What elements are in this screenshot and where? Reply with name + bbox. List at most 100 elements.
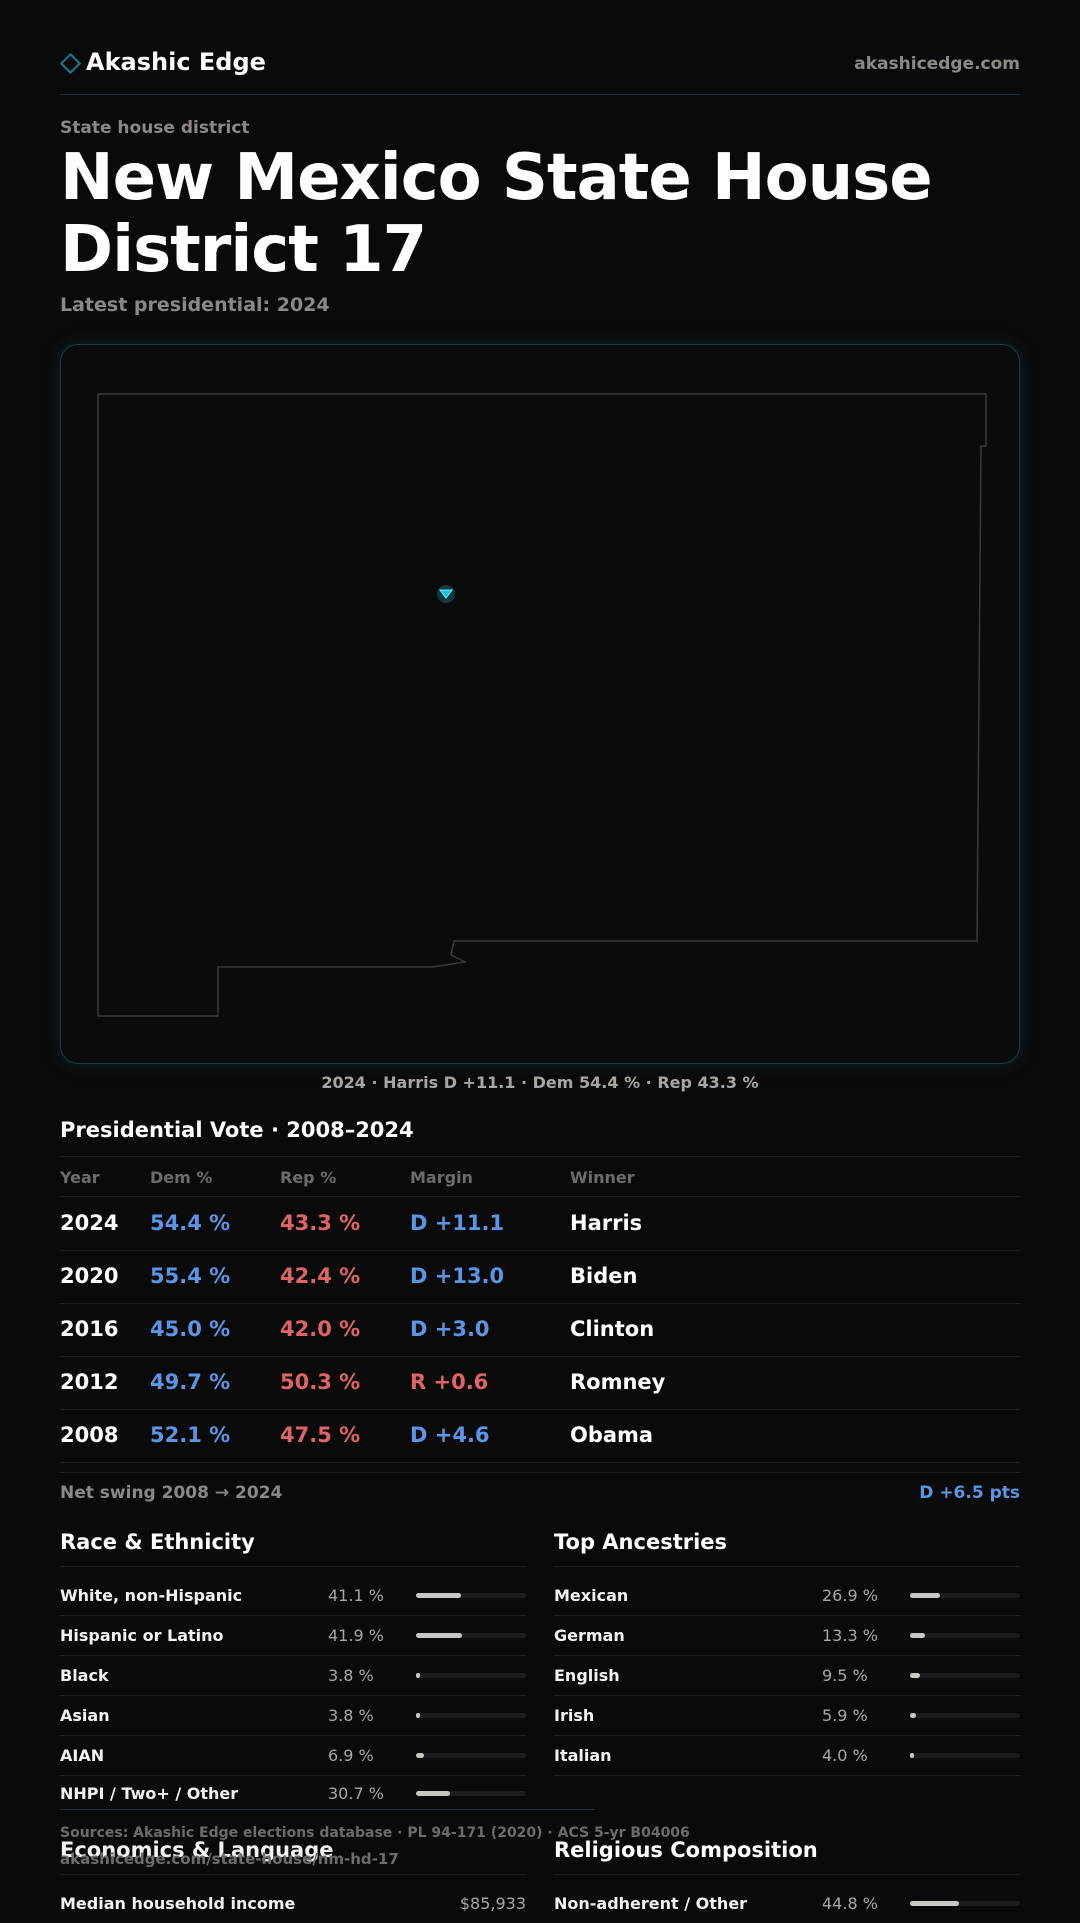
map-caption: 2024 · Harris D +11.1 · Dem 54.4 % · Rep… — [321, 1073, 759, 1092]
brand-name[interactable]: Akashic Edge — [86, 48, 266, 76]
row-rep: 50.3 % — [280, 1370, 361, 1394]
col-header-rep: Rep % — [280, 1168, 337, 1187]
race-label: Black — [60, 1666, 109, 1685]
ancestry-row: German 13.3 % — [554, 1616, 1020, 1656]
ancestry-label: Mexican — [554, 1586, 629, 1605]
race-bar-fill — [416, 1673, 421, 1678]
race-row: White, non-Hispanic 41.1 % — [60, 1576, 526, 1616]
race-label: Hispanic or Latino — [60, 1626, 224, 1645]
religion-pct: 44.8 % — [822, 1894, 878, 1913]
row-margin: R +0.6 — [410, 1370, 489, 1394]
divider — [60, 1874, 526, 1875]
divider — [554, 1566, 1020, 1567]
ancestry-pct: 4.0 % — [822, 1746, 868, 1765]
net-swing-label: Net swing 2008 → 2024 — [60, 1483, 283, 1503]
site-header: Akashic Edge akashicedge.com — [59, 44, 1020, 95]
ancestry-bar-fill — [910, 1753, 915, 1758]
col-header-year: Year — [60, 1168, 100, 1187]
race-pct: 30.7 % — [328, 1784, 384, 1803]
race-label: White, non-Hispanic — [60, 1586, 243, 1605]
table-row: 2008 52.1 % 47.5 % D +4.6 Obama — [60, 1409, 1020, 1463]
ancestry-bar-fill — [910, 1633, 925, 1638]
divider — [60, 1566, 526, 1567]
ancestry-row: English 9.5 % — [554, 1656, 1020, 1696]
race-row: NHPI / Two+ / Other 30.7 % — [60, 1774, 526, 1813]
state-outline — [97, 393, 987, 1017]
page-title: New Mexico State House District 17 — [60, 141, 933, 287]
col-header-dem: Dem % — [150, 1168, 213, 1187]
race-pct: 6.9 % — [328, 1746, 374, 1765]
row-winner: Clinton — [570, 1317, 655, 1341]
col-header-winner: Winner — [570, 1168, 635, 1187]
district-marker[interactable] — [437, 585, 455, 603]
race-label: AIAN — [60, 1746, 105, 1765]
race-bar — [416, 1753, 526, 1758]
row-margin: D +13.0 — [410, 1264, 505, 1288]
row-dem: 52.1 % — [150, 1423, 231, 1447]
page-url[interactable]: akashicedge.com/state-house/nm-hd-17 — [60, 1850, 399, 1868]
economics-section-title: Economics & Language — [60, 1838, 334, 1862]
religion-section-title: Religious Composition — [554, 1838, 818, 1862]
ancestry-bar-fill — [910, 1593, 940, 1598]
race-bar-fill — [416, 1633, 463, 1638]
ancestry-label: English — [554, 1666, 620, 1685]
row-margin: D +3.0 — [410, 1317, 490, 1341]
row-rep: 42.4 % — [280, 1264, 361, 1288]
race-section-title: Race & Ethnicity — [60, 1530, 255, 1554]
row-winner: Obama — [570, 1423, 654, 1447]
row-year: 2012 — [60, 1370, 119, 1394]
row-dem: 55.4 % — [150, 1264, 231, 1288]
row-dem: 45.0 % — [150, 1317, 231, 1341]
race-bar — [416, 1633, 526, 1638]
col-header-margin: Margin — [410, 1168, 473, 1187]
economics-label: Median household income — [60, 1894, 296, 1913]
divider — [554, 1874, 1020, 1875]
row-margin: D +11.1 — [410, 1211, 505, 1235]
race-bar-fill — [416, 1753, 424, 1758]
sources-note: Sources: Akashic Edge elections database… — [60, 1825, 690, 1841]
row-year: 2008 — [60, 1423, 119, 1447]
table-row: 2024 54.4 % 43.3 % D +11.1 Harris — [60, 1197, 1020, 1251]
presidential-section-title: Presidential Vote · 2008–2024 — [60, 1118, 414, 1142]
economics-row: Median household income $85,933 — [60, 1884, 526, 1923]
row-rep: 43.3 % — [280, 1211, 361, 1235]
row-dem: 54.4 % — [150, 1211, 231, 1235]
race-bar — [416, 1713, 526, 1718]
divider — [60, 1196, 1020, 1197]
ancestry-label: German — [554, 1626, 625, 1645]
ancestry-row: Irish 5.9 % — [554, 1696, 1020, 1736]
race-pct: 3.8 % — [328, 1666, 374, 1685]
table-row: 2012 49.7 % 50.3 % R +0.6 Romney — [60, 1356, 1020, 1410]
race-pct: 41.1 % — [328, 1586, 384, 1605]
race-label: Asian — [60, 1706, 110, 1725]
row-rep: 47.5 % — [280, 1423, 361, 1447]
latest-presidential: Latest presidential: 2024 — [60, 294, 330, 316]
ancestry-label: Irish — [554, 1706, 595, 1725]
race-bar-fill — [416, 1791, 450, 1796]
race-row: AIAN 6.9 % — [60, 1736, 526, 1776]
district-map[interactable] — [60, 344, 1020, 1064]
ancestry-row: Italian 4.0 % — [554, 1736, 1020, 1776]
ancestry-bar — [910, 1633, 1020, 1638]
ancestry-section-title: Top Ancestries — [554, 1530, 728, 1554]
religion-bar — [910, 1901, 1020, 1906]
divider — [60, 1472, 1020, 1473]
ancestry-label: Italian — [554, 1746, 612, 1765]
page-kicker: State house district — [60, 118, 250, 138]
ancestry-bar — [910, 1673, 1020, 1678]
race-row: Black 3.8 % — [60, 1656, 526, 1696]
religion-label: Non-adherent / Other — [554, 1894, 748, 1913]
race-pct: 41.9 % — [328, 1626, 384, 1645]
row-year: 2016 — [60, 1317, 119, 1341]
religion-bar-fill — [910, 1901, 960, 1906]
row-margin: D +4.6 — [410, 1423, 490, 1447]
ancestry-pct: 5.9 % — [822, 1706, 868, 1725]
net-swing-value: D +6.5 pts — [919, 1483, 1020, 1503]
site-link[interactable]: akashicedge.com — [854, 54, 1020, 74]
race-bar-fill — [416, 1593, 462, 1598]
row-winner: Romney — [570, 1370, 666, 1394]
ancestry-bar — [910, 1753, 1020, 1758]
race-row: Hispanic or Latino 41.9 % — [60, 1616, 526, 1656]
table-row: 2016 45.0 % 42.0 % D +3.0 Clinton — [60, 1303, 1020, 1357]
footer-divider — [60, 1809, 595, 1810]
